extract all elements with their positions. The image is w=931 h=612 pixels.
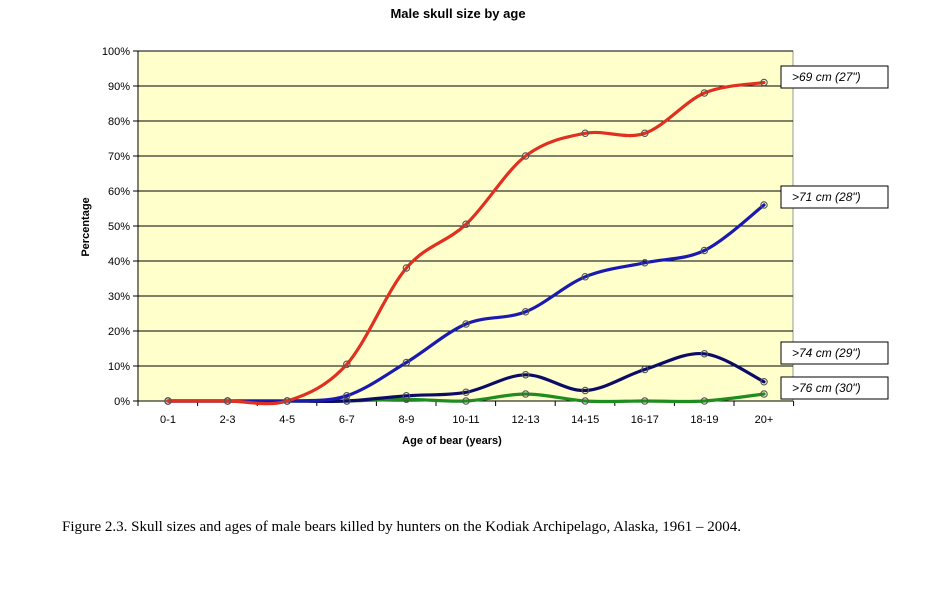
gridlines <box>138 50 793 367</box>
data-point <box>521 307 530 316</box>
data-point <box>521 370 530 379</box>
x-axis-label: Age of bear (years) <box>402 435 502 447</box>
label-box <box>780 65 889 89</box>
data-point <box>641 365 649 374</box>
y-tick-labels: 0% 10% 20% 30% 40% 50% 60% 70% 80% 90% 100% <box>102 46 130 408</box>
data-point <box>641 397 649 405</box>
y-tick-label: 100% <box>102 46 130 58</box>
data-point <box>581 272 589 281</box>
y-tick-label: 80% <box>108 116 130 128</box>
data-point <box>462 320 470 328</box>
data-point <box>700 397 709 405</box>
series-labels: >69 cm (27") >71 cm (28") >74 cm (29") >76 … <box>780 65 889 400</box>
data-point <box>402 358 411 367</box>
data-point <box>641 258 649 267</box>
x-tick-label: 10-11 <box>452 414 479 426</box>
data-point <box>581 129 589 138</box>
x-tick-label: 8-9 <box>398 414 414 426</box>
label-box <box>780 376 889 400</box>
data-point <box>521 390 530 398</box>
data-point <box>462 388 470 396</box>
label-text: >69 cm (27") <box>792 70 861 84</box>
x-tick-label: 0-1 <box>160 414 176 426</box>
series-line <box>166 203 766 403</box>
data-point <box>164 397 172 405</box>
label-box <box>780 185 889 209</box>
label-box <box>780 341 889 365</box>
data-point <box>283 397 291 405</box>
series-2 <box>164 201 768 405</box>
data-point <box>521 152 530 160</box>
y-axis-label: Percentage <box>80 197 92 256</box>
series-lines <box>164 78 768 406</box>
chart-title: Male skull size by age <box>390 6 525 21</box>
series-line <box>166 80 766 406</box>
series-label-3: >74 cm (29") <box>780 341 889 365</box>
y-tick-label: 30% <box>108 291 130 303</box>
y-tick-label: 70% <box>108 151 130 163</box>
data-point <box>402 391 411 400</box>
data-point <box>760 390 768 398</box>
y-tick-label: 20% <box>108 326 130 338</box>
data-point <box>760 78 768 87</box>
data-point <box>462 220 470 229</box>
y-tick-label: 50% <box>108 221 130 233</box>
figure-caption: Figure 2.3. Skull sizes and ages of male… <box>62 519 742 535</box>
data-point <box>581 386 589 395</box>
x-tick-label: 6-7 <box>339 414 355 426</box>
y-tick-label: 40% <box>108 256 130 268</box>
x-tick-label: 2-3 <box>220 414 236 426</box>
data-point <box>760 201 768 209</box>
y-tick-label: 0% <box>114 396 130 408</box>
data-point <box>223 397 232 405</box>
x-tick-label: 16-17 <box>631 414 659 426</box>
data-point <box>462 397 470 405</box>
x-tick-label: 4-5 <box>279 414 295 426</box>
data-point <box>641 129 649 138</box>
series-label-4: >76 cm (30") <box>780 376 889 400</box>
x-tick-label: 18-19 <box>690 414 718 426</box>
y-tick-label: 60% <box>108 186 130 198</box>
y-tick-label: 10% <box>108 361 130 373</box>
x-tick-label: 14-15 <box>571 414 599 426</box>
data-point <box>700 246 709 255</box>
series-label-2: >71 cm (28") <box>780 185 889 209</box>
x-tick-label: 12-13 <box>512 414 540 426</box>
series-1 <box>164 78 768 406</box>
data-point <box>343 360 351 368</box>
data-point <box>700 349 709 358</box>
data-point <box>581 397 589 405</box>
label-text: >71 cm (28") <box>792 190 861 204</box>
data-point <box>700 89 709 97</box>
data-point <box>343 397 351 405</box>
data-point <box>402 264 411 272</box>
x-tick-label: 20+ <box>755 414 774 426</box>
x-tick-labels: 0-1 2-3 4-5 6-7 8-9 10-11 12-13 14-15 16-17 18-19… <box>160 414 773 426</box>
label-text: >76 cm (30") <box>792 381 861 395</box>
data-point <box>760 377 768 386</box>
data-point <box>343 391 351 400</box>
label-text: >74 cm (29") <box>792 346 861 360</box>
series-label-1: >69 cm (27") <box>780 65 889 89</box>
y-tick-label: 90% <box>108 81 130 93</box>
